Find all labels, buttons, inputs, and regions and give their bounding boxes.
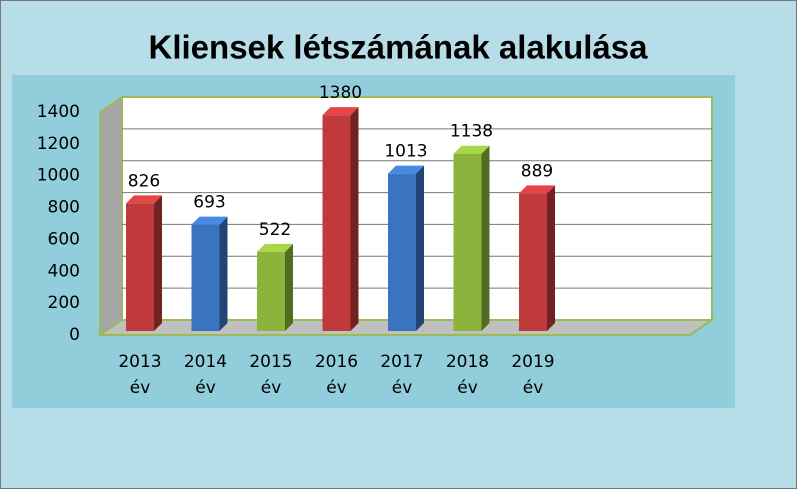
x-tick-label-line: év: [523, 378, 544, 398]
bar-side: [416, 165, 424, 331]
y-tick-label: 0: [69, 325, 80, 345]
data-label: 1138: [450, 122, 493, 142]
y-tick-label: 400: [48, 261, 80, 281]
side-wall: [99, 95, 123, 337]
bar-side: [219, 216, 228, 331]
bar: [322, 115, 351, 331]
bar-side: [481, 145, 490, 331]
x-tick-label-line: év: [195, 378, 216, 398]
data-label: 522: [259, 220, 291, 240]
x-tick-label-line: év: [326, 378, 347, 398]
x-tick-label-line: 2016: [315, 352, 358, 372]
bar-side: [154, 195, 162, 331]
y-tick-label: 1400: [37, 102, 80, 122]
bar-top: [388, 165, 424, 174]
y-tick-label: 600: [48, 229, 80, 249]
y-tick-label: 800: [48, 198, 80, 218]
bar-side: [547, 185, 555, 331]
y-tick-label: 1000: [37, 166, 80, 186]
bar: [388, 173, 416, 331]
x-tick-label-line: év: [261, 378, 282, 398]
x-tick-label: 2016 év: [315, 352, 358, 398]
x-tick-label-line: 2017: [380, 352, 423, 372]
x-tick-label: 2019 év: [511, 352, 554, 398]
x-tick-label: 2018 év: [446, 352, 489, 398]
bar-side: [350, 107, 359, 331]
x-tick-label-line: év: [130, 378, 151, 398]
bar: [126, 203, 154, 331]
x-tick-label-line: 2019: [511, 352, 554, 372]
data-label: 1380: [319, 83, 362, 103]
bar-top: [322, 107, 359, 116]
x-tick-label: 2013 év: [118, 352, 161, 398]
bar: [257, 251, 285, 331]
x-tick-label-line: 2015: [249, 352, 292, 372]
x-tick-label-line: év: [392, 378, 413, 398]
bar-top: [453, 145, 490, 154]
data-label: 826: [128, 171, 160, 191]
x-tick-label-line: év: [457, 378, 478, 398]
data-label: 889: [521, 161, 553, 181]
y-tick-label: 200: [48, 293, 80, 313]
x-tick-label: 2015 év: [249, 352, 292, 398]
x-tick-label-line: 2018: [446, 352, 489, 372]
bar-top: [191, 216, 228, 225]
bar: [519, 193, 547, 331]
bar: [191, 224, 220, 331]
bar-side: [285, 243, 293, 331]
chart-title: Kliensek létszámának alakulása: [149, 29, 649, 66]
data-label: 693: [193, 193, 225, 213]
bar: [453, 153, 482, 331]
x-tick-label-line: 2014: [184, 352, 227, 372]
bar-top: [519, 185, 555, 194]
y-tick-label: 1200: [37, 134, 80, 154]
x-tick-label: 2014 év: [184, 352, 227, 398]
bar-top: [257, 243, 293, 252]
bar-top: [126, 195, 162, 204]
x-tick-label: 2017 év: [380, 352, 423, 398]
data-label: 1013: [384, 142, 427, 162]
x-tick-label-line: 2013: [118, 352, 161, 372]
